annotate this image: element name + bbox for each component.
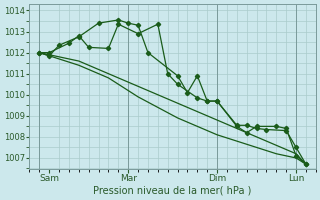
X-axis label: Pression niveau de la mer( hPa ): Pression niveau de la mer( hPa ) xyxy=(93,186,252,196)
